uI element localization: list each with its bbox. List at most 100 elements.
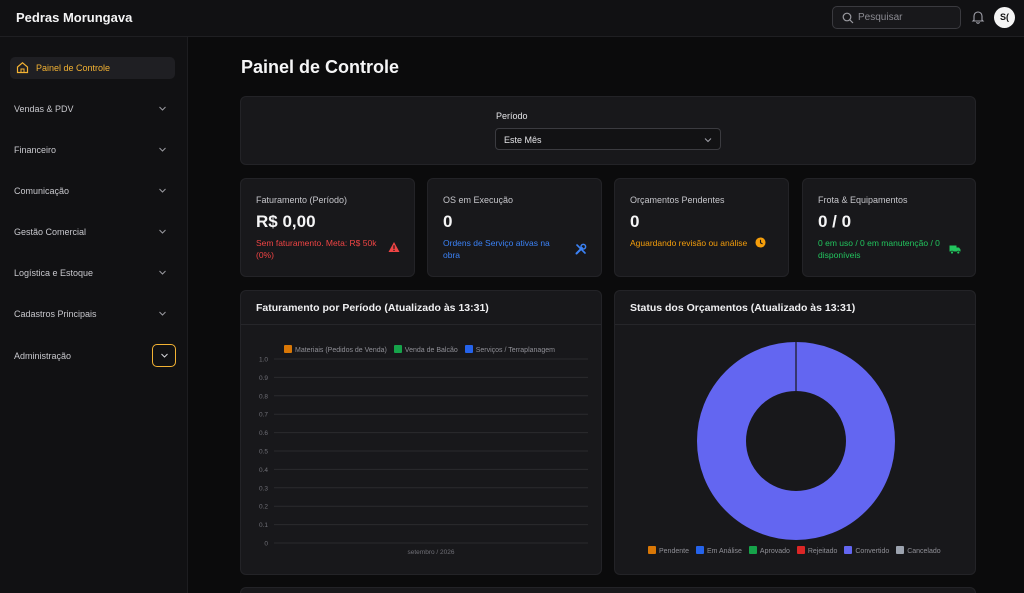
legend-item[interactable]: Em Análise: [695, 546, 742, 555]
legend-swatch: [844, 546, 853, 554]
status-chart-legend: Pendente Em Análise Aprovado Rejeitado C…: [648, 546, 946, 555]
legend-label: Venda de Balcão: [404, 347, 458, 354]
home-icon: [16, 62, 29, 74]
sidebar-item-vendas-pdv[interactable]: Vendas & PDV: [10, 98, 175, 120]
y-tick-label: 1.0: [259, 357, 268, 364]
top-bar: Pedras Morungava Pesquisar S(: [0, 0, 1024, 37]
y-tick-label: 0.3: [259, 485, 268, 492]
legend-label: Serviços / Terraplanagem: [475, 347, 555, 354]
legend-item[interactable]: Pendente: [648, 546, 689, 555]
legend-label: Rejeitado: [807, 548, 838, 555]
chart-divider: [241, 324, 601, 325]
chart-title: Status dos Orçamentos (Atualizado às 13:…: [630, 302, 856, 314]
legend-item[interactable]: Convertido: [844, 546, 889, 555]
sidebar: Painel de Controle Vendas & PDV Financei…: [0, 37, 188, 593]
bottom-card: [240, 587, 976, 593]
tools-icon: [575, 243, 587, 255]
sidebar-item-label: Logística e Estoque: [14, 268, 94, 278]
chevron-down-icon: [159, 188, 166, 193]
legend-label: Pendente: [659, 548, 689, 555]
y-tick-label: 0.6: [259, 430, 268, 437]
legend-label: Aprovado: [759, 548, 790, 555]
kpi-subtitle: 0 em uso / 0 em manutenção / 0 disponíve…: [818, 238, 940, 260]
y-tick-label: 0.4: [259, 467, 268, 474]
bell-icon[interactable]: [971, 10, 985, 24]
kpi-value: 0: [443, 212, 453, 231]
chart-title: Faturamento por Período (Atualizado às 1…: [256, 302, 489, 314]
legend-label: Convertido: [855, 548, 890, 555]
truck-icon: [949, 245, 961, 255]
sidebar-item-label: Financeiro: [14, 145, 57, 155]
sidebar-item-gestao-comercial[interactable]: Gestão Comercial: [10, 221, 175, 243]
y-tick-label: 0.5: [259, 449, 268, 456]
sidebar-item-administracao[interactable]: Administração: [10, 344, 176, 367]
sidebar-item-label: Administração: [14, 351, 72, 361]
period-select[interactable]: Este Mês: [495, 128, 721, 150]
legend-label: Materiais (Pedidos de Venda): [295, 347, 387, 354]
legend-swatch: [284, 345, 292, 353]
legend-swatch: [464, 345, 473, 353]
sidebar-item-label: Comunicação: [14, 186, 70, 196]
sidebar-item-financeiro[interactable]: Financeiro: [10, 139, 175, 161]
status-chart-card: Status dos Orçamentos (Atualizado às 13:…: [614, 290, 976, 575]
sidebar-item-comunicacao[interactable]: Comunicação: [10, 180, 175, 202]
legend-label: Em Análise: [706, 548, 742, 555]
chevron-down-icon: [159, 270, 166, 275]
y-tick-label: 0.7: [259, 412, 268, 419]
search-input[interactable]: Pesquisar: [832, 6, 961, 29]
legend-swatch: [896, 546, 905, 554]
chevron-down-icon: [159, 106, 166, 111]
sidebar-item-label: Gestão Comercial: [14, 227, 87, 237]
search-placeholder: Pesquisar: [858, 12, 903, 23]
kpi-card-os-execucao: OS em Execução 0 Ordens de Serviço ativa…: [427, 178, 602, 277]
legend-item[interactable]: Venda de Balcão: [393, 345, 458, 354]
clock-icon: [755, 237, 766, 248]
chevron-down-icon: [159, 229, 166, 234]
kpi-title: Orçamentos Pendentes: [630, 195, 725, 205]
sidebar-item-logistica-estoque[interactable]: Logística e Estoque: [10, 262, 175, 284]
chevron-down-icon: [159, 311, 166, 316]
warning-triangle-icon: [388, 242, 400, 252]
legend-swatch: [648, 546, 656, 554]
status-donut-chart: [697, 342, 895, 540]
legend-swatch: [796, 546, 805, 554]
app-brand[interactable]: Pedras Morungava: [16, 10, 133, 25]
chevron-down-icon: [159, 147, 166, 152]
kpi-subtitle: Sem faturamento. Meta: R$ 50k (0%): [256, 238, 377, 260]
legend-item[interactable]: Serviços / Terraplanagem: [464, 345, 555, 354]
legend-item[interactable]: Rejeitado: [796, 546, 838, 555]
sidebar-item-label: Vendas & PDV: [14, 104, 74, 114]
sidebar-item-label: Cadastros Principais: [14, 309, 97, 319]
sidebar-item-cadastros-principais[interactable]: Cadastros Principais: [10, 303, 175, 325]
sidebar-item-label: Painel de Controle: [36, 63, 111, 73]
page-title: Painel de Controle: [241, 57, 400, 77]
kpi-value: R$ 0,00: [256, 212, 316, 231]
revenue-chart-legend: Materiais (Pedidos de Venda) Venda de Ba…: [284, 345, 560, 354]
legend-item[interactable]: Aprovado: [748, 546, 790, 555]
period-label: Período: [496, 111, 528, 121]
legend-item[interactable]: Materiais (Pedidos de Venda): [284, 345, 387, 354]
y-tick-label: 0.1: [259, 522, 268, 529]
x-tick-label: setembro / 2026: [408, 549, 455, 556]
kpi-card-faturamento: Faturamento (Período) R$ 0,00 Sem fatura…: [240, 178, 415, 277]
period-filter-card: Período Este Mês: [240, 96, 976, 165]
kpi-value: 0: [630, 212, 640, 231]
chevron-down-icon: [704, 138, 712, 143]
kpi-subtitle: Ordens de Serviço ativas na obra: [443, 238, 550, 260]
legend-swatch: [695, 546, 704, 554]
y-tick-label: 0: [264, 541, 268, 548]
kpi-card-orcamentos-pendentes: Orçamentos Pendentes 0 Aguardando revisã…: [614, 178, 789, 277]
legend-swatch: [393, 345, 402, 353]
chevron-down-icon: [161, 353, 168, 358]
legend-swatch: [748, 546, 757, 554]
kpi-value: 0 / 0: [818, 212, 852, 231]
expand-toggle-button[interactable]: [152, 344, 176, 367]
kpi-subtitle: Aguardando revisão ou análise: [630, 238, 748, 248]
legend-label: Cancelado: [907, 548, 941, 555]
sidebar-item-painel-de-controle[interactable]: Painel de Controle: [10, 57, 175, 79]
avatar[interactable]: S(: [994, 7, 1015, 28]
period-select-value: Este Mês: [504, 135, 542, 145]
revenue-bar-chart: 0 0.1 0.2 0.3 0.4 0.5 0.6 0.7 0.8 0.9 1.0 setembro …: [259, 357, 588, 556]
kpi-title: OS em Execução: [443, 195, 514, 205]
legend-item[interactable]: Cancelado: [896, 546, 941, 555]
